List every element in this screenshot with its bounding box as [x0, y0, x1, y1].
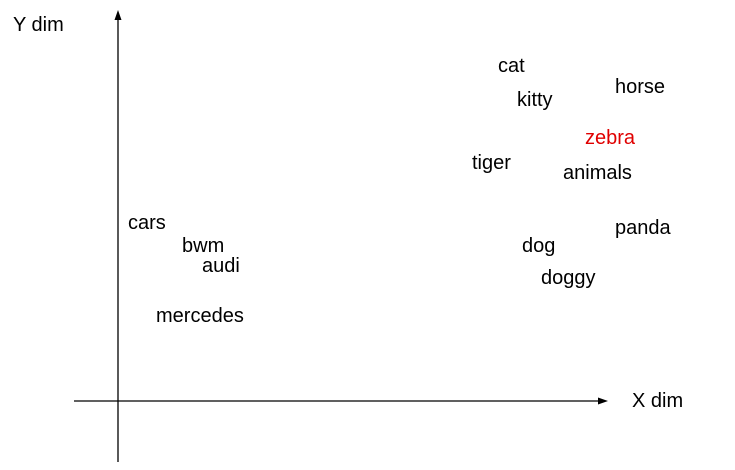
word-tiger: tiger	[472, 152, 511, 174]
word-horse: horse	[615, 76, 666, 98]
word-cars: cars	[128, 212, 166, 234]
word-panda: panda	[615, 217, 671, 239]
word-animals: animals	[563, 162, 632, 184]
word-mercedes: mercedes	[156, 305, 244, 327]
word-kitty: kitty	[517, 89, 553, 111]
word-zebra: zebra	[585, 127, 636, 149]
word-audi: audi	[202, 255, 240, 277]
x-axis-label: X dim	[632, 390, 684, 412]
y-axis-arrowhead	[114, 10, 122, 20]
word-cat: cat	[498, 55, 525, 77]
word-dog: dog	[522, 235, 556, 257]
word-bwm: bwm	[182, 235, 225, 257]
x-axis-arrowhead	[598, 397, 608, 405]
y-axis-label: Y dim	[13, 14, 64, 36]
word-doggy: doggy	[541, 267, 596, 289]
